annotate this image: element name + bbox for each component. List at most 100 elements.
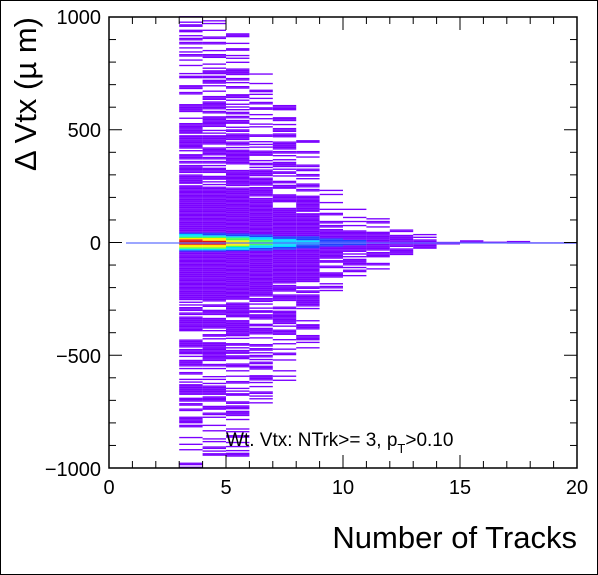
heatmap-cell — [202, 274, 226, 276]
heatmap-cell — [202, 135, 226, 137]
heatmap-cell — [179, 55, 203, 57]
heatmap-cell — [343, 258, 367, 261]
heatmap-cell — [179, 182, 203, 184]
heatmap-cell — [296, 261, 320, 264]
heatmap-cell — [272, 214, 297, 216]
heatmap-cell — [249, 143, 273, 146]
heatmap-cell — [296, 326, 320, 329]
heatmap-cell — [272, 247, 297, 249]
heatmap-cell — [226, 34, 250, 36]
heatmap-cell — [226, 232, 250, 234]
heatmap-cell — [179, 293, 203, 295]
heatmap-cell — [272, 256, 297, 258]
heatmap-cell — [179, 106, 203, 109]
heatmap-cell — [226, 264, 250, 266]
annotation-subscript: T — [397, 441, 405, 456]
heatmap-cell — [179, 393, 203, 395]
heatmap-cell — [272, 245, 297, 248]
heatmap-cell — [366, 241, 390, 243]
heatmap-cell — [226, 295, 250, 298]
heatmap-cell — [226, 261, 250, 264]
heatmap-cell — [413, 240, 437, 243]
heatmap-cell — [179, 224, 203, 226]
heatmap-cell — [272, 198, 297, 200]
heatmap-cell — [366, 246, 390, 248]
heatmap-cell — [179, 275, 203, 278]
heatmap-cell — [179, 260, 203, 263]
heatmap-cell — [179, 167, 203, 169]
heatmap-cell — [226, 326, 250, 329]
heatmap-cell — [202, 67, 226, 69]
heatmap-cell — [272, 109, 297, 111]
heatmap-cell — [296, 140, 320, 142]
heatmap-cell — [179, 178, 203, 180]
axis-ticks — [108, 16, 578, 469]
heatmap-cell — [226, 202, 250, 204]
heatmap-cell — [249, 177, 273, 179]
heatmap-cell — [202, 41, 226, 44]
heatmap-cell — [202, 140, 226, 142]
heatmap-cell — [226, 270, 250, 272]
heatmap-cell — [226, 309, 250, 311]
heatmap-cell — [226, 298, 250, 300]
heatmap-cell — [272, 265, 297, 268]
heatmap-cell — [272, 159, 297, 161]
heatmap-cell — [179, 278, 203, 280]
heatmap-cell — [226, 150, 250, 153]
heatmap-cell — [202, 151, 226, 153]
heatmap-cells — [179, 16, 577, 468]
heatmap-cell — [179, 312, 203, 314]
heatmap-cell — [272, 253, 297, 256]
heatmap-cell — [226, 321, 250, 323]
heatmap-cell — [202, 354, 226, 356]
heatmap-cell — [179, 266, 203, 268]
heatmap-cell — [389, 236, 414, 238]
heatmap-cell — [179, 463, 203, 466]
heatmap-cell — [249, 327, 273, 330]
heatmap-cell — [272, 221, 297, 223]
heatmap-cell — [202, 365, 226, 367]
heatmap-cell — [179, 233, 203, 236]
heatmap-cell — [202, 359, 226, 362]
heatmap-cell — [296, 274, 320, 276]
heatmap-cell — [226, 279, 250, 281]
heatmap-cell — [272, 244, 297, 246]
heatmap-cell — [319, 245, 343, 247]
heatmap-cell — [202, 246, 226, 248]
heatmap-cell — [249, 150, 273, 152]
heatmap-cell — [249, 126, 273, 128]
heatmap-cell — [179, 170, 203, 172]
heatmap-cell — [179, 212, 203, 214]
heatmap-cell — [202, 407, 226, 409]
heatmap-cell — [179, 87, 203, 90]
heatmap-cell — [202, 237, 226, 240]
heatmap-cell — [226, 387, 250, 390]
heatmap-cell — [226, 330, 250, 333]
heatmap-cell — [272, 307, 297, 310]
heatmap-cell — [226, 178, 250, 180]
heatmap-cell — [202, 136, 226, 138]
heatmap-cell — [202, 37, 226, 40]
heatmap-cell — [179, 171, 203, 174]
heatmap-cell — [179, 93, 203, 95]
heatmap-cell — [179, 186, 203, 188]
heatmap-cell — [272, 287, 297, 289]
heatmap-cell — [296, 207, 320, 210]
heatmap-cell — [179, 75, 203, 77]
heatmap-cell — [202, 71, 226, 73]
heatmap-cell — [179, 127, 203, 129]
heatmap-cell — [272, 184, 297, 187]
heatmap-cell — [389, 242, 414, 245]
heatmap-cell — [272, 213, 297, 215]
heatmap-cell — [202, 221, 226, 224]
heatmap-cell — [272, 267, 297, 269]
heatmap-cell — [179, 174, 203, 176]
heatmap-cell — [202, 313, 226, 316]
heatmap-cell — [179, 297, 203, 299]
heatmap-cell — [179, 168, 203, 171]
heatmap-cell — [179, 290, 203, 293]
heatmap-cell — [179, 59, 203, 61]
heatmap-cell — [272, 274, 297, 276]
heatmap-cell — [226, 455, 250, 457]
heatmap-cell — [226, 286, 250, 288]
